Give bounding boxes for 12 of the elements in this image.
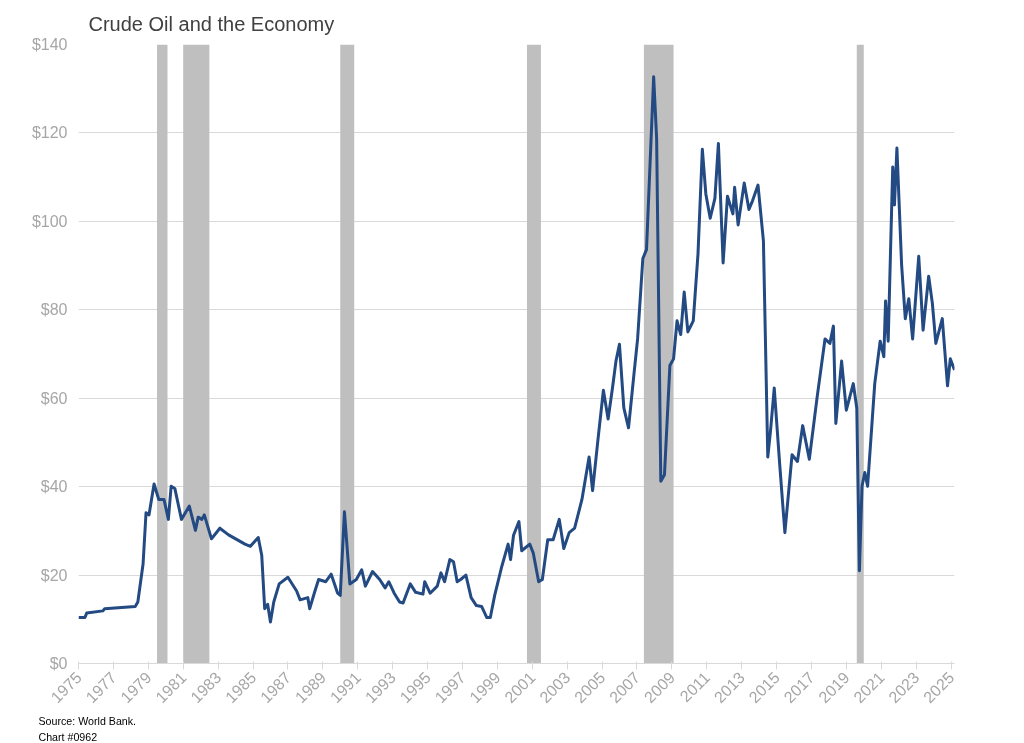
- y-tick-label: $20: [40, 566, 68, 584]
- y-tick-label: $40: [40, 478, 68, 496]
- y-tick-label: $100: [31, 212, 68, 230]
- y-tick-label: $0: [49, 655, 68, 672]
- chart-title: Crude Oil and the Economy: [88, 12, 335, 35]
- y-tick-label: $140: [31, 36, 68, 53]
- y-tick-label: $120: [31, 124, 68, 142]
- text: Chart #0962: [38, 730, 98, 743]
- y-tick-label: $60: [40, 389, 68, 407]
- line-series: [78, 75, 955, 624]
- y-tick-label: $80: [40, 301, 68, 319]
- source-note: Source: World Bank.: [38, 714, 137, 727]
